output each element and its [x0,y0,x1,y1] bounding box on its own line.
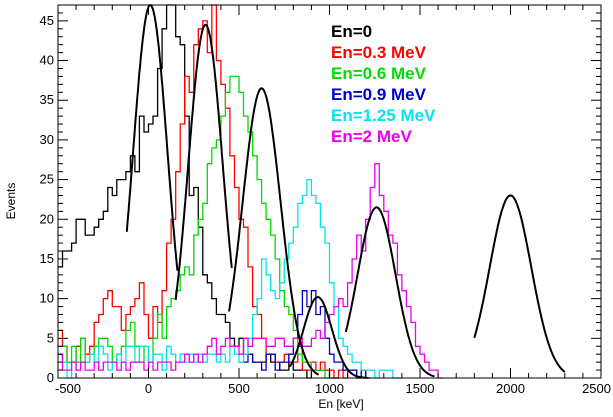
y-tick-label: 45 [40,13,54,28]
gaussian-fit-5 [473,194,566,373]
legend-entry: En=2 MeV [331,127,412,146]
y-tick-label: 35 [40,92,54,107]
legend-entry: En=0.3 MeV [331,43,427,62]
x-tick-label: 2000 [496,381,525,396]
histogram-series-0 [58,4,339,379]
y-tick-label: 15 [40,251,54,266]
histogram-series-2 [58,75,330,379]
legend-entry: En=0.9 MeV [331,85,427,104]
x-tick-label: 500 [228,381,250,396]
plot-frame [57,4,602,379]
gaussian-fit-3 [288,296,368,379]
y-tick-label: 10 [40,291,54,306]
y-tick-label: 0 [47,370,54,385]
gaussian-fit-layer [125,3,566,379]
x-tick-label: 1500 [406,381,435,396]
histogram-series-layer [58,4,443,379]
gaussian-fit-4 [344,206,435,378]
axis-layer: -500 0 500 1000 1500 2000 25000510152025303540… [40,4,611,396]
histogram-series-3 [239,290,371,379]
x-tick-label: 2500 [582,381,611,396]
gaussian-fit-2 [228,87,320,376]
gaussian-fit-0 [125,3,179,271]
gaussian-fit-1 [174,23,233,301]
x-tick-label: -500 [55,381,81,396]
x-tick-label: 0 [145,381,152,396]
histogram-series-5 [58,163,443,379]
y-tick-label: 20 [40,211,54,226]
y-tick-label: 30 [40,132,54,147]
x-axis-title: En [keV] [318,397,363,411]
legend-entry: En=1.25 MeV [331,106,436,125]
legend-entry: En=0 [331,22,372,41]
y-tick-label: 40 [40,53,54,68]
y-tick-label: 5 [47,330,54,345]
y-tick-label: 25 [40,172,54,187]
y-axis-title: Events [4,183,18,220]
histogram-series-1 [58,4,371,379]
x-tick-label: 1000 [315,381,344,396]
legend-entry: En=0.6 MeV [331,64,427,83]
legend: En=0 En=0.3 MeV En=0.6 MeV En=0.9 MeV En=1.2… [331,22,436,146]
